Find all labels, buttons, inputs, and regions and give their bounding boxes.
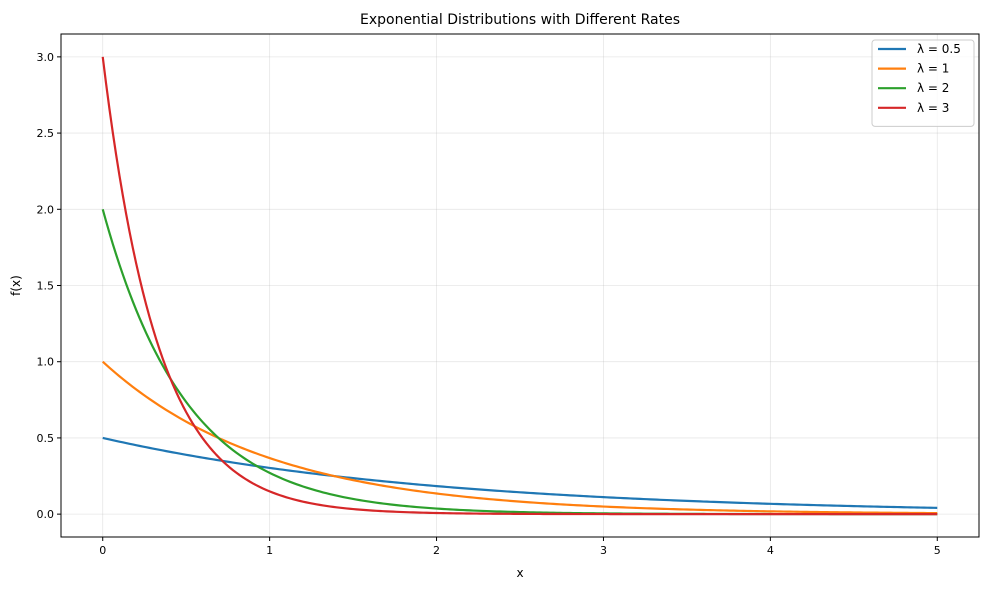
y-tick-label: 0.5 [37,432,55,445]
y-tick-label: 1.5 [37,280,55,293]
legend-label: λ = 3 [917,101,949,115]
x-tick-label: 1 [266,544,273,557]
y-tick-label: 3.0 [37,51,55,64]
legend: λ = 0.5 λ = 1 λ = 2 λ = 3 [871,39,975,127]
y-tick-label: 1.0 [37,356,55,369]
y-axis-label: f(x) [9,275,23,296]
legend-box [871,39,975,127]
series-line-1 [101,360,938,515]
x-tick-label: 0 [99,544,106,557]
x-axis-ticks: 0 1 2 3 4 5 [99,537,941,557]
y-tick-label: 0.0 [37,508,55,521]
x-tick-label: 4 [767,544,774,557]
series-line-3 [101,56,938,516]
y-tick-label: 2.0 [37,203,55,216]
y-axis-ticks: 0.0 0.5 1.0 1.5 2.0 2.5 3.0 [37,51,61,521]
x-tick-label: 3 [600,544,607,557]
legend-label: λ = 0.5 [917,42,961,56]
legend-label: λ = 1 [917,62,949,76]
y-tick-label: 2.5 [37,127,55,140]
x-axis-label: x [516,566,523,580]
series-lines [101,56,938,516]
legend-label: λ = 2 [917,81,949,95]
x-tick-label: 5 [934,544,941,557]
series-line-0 [102,436,938,509]
chart-title: Exponential Distributions with Different… [360,12,680,28]
x-tick-label: 2 [433,544,440,557]
